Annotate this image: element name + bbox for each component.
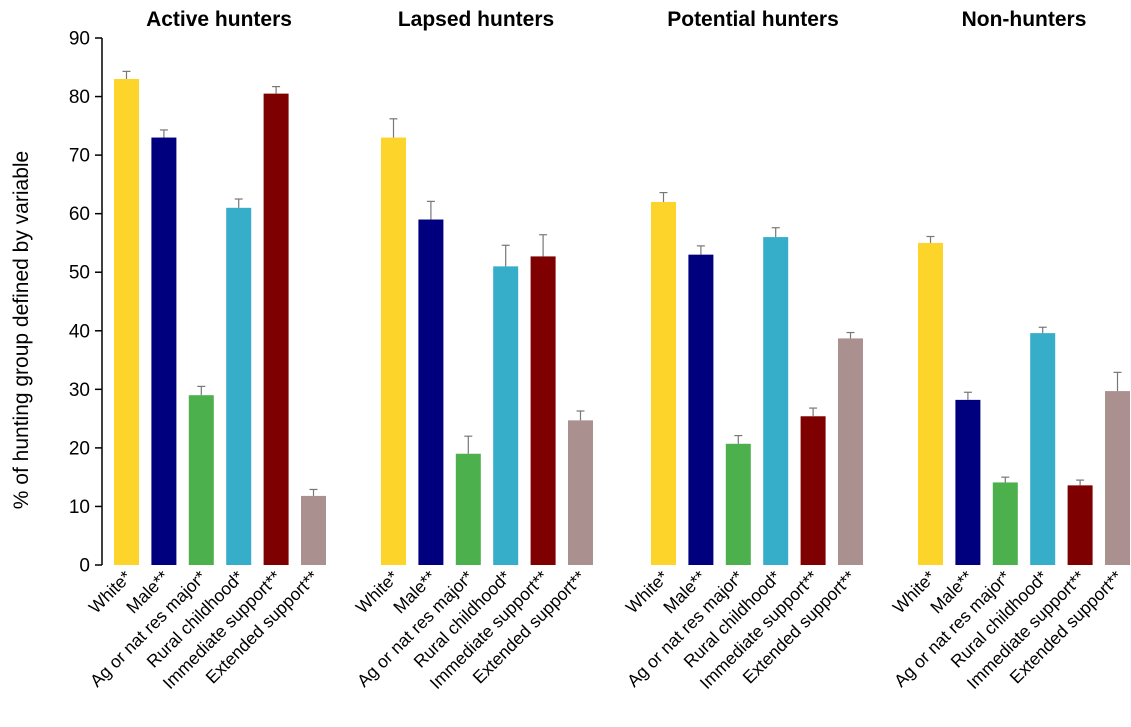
bar [763, 237, 789, 566]
bar [263, 93, 289, 565]
bar [381, 137, 406, 566]
bar [725, 443, 751, 565]
bar [1067, 485, 1093, 565]
bar [568, 420, 593, 565]
bar [188, 395, 214, 565]
bar [493, 266, 519, 565]
y-tick-label: 20 [69, 438, 90, 459]
bar [1030, 333, 1056, 565]
y-tick-label: 70 [69, 146, 90, 167]
bar [651, 201, 676, 565]
panel-title: Lapsed hunters [398, 8, 554, 31]
panel-title: Active hunters [146, 8, 292, 31]
bar [151, 137, 177, 566]
bar [1105, 391, 1130, 565]
bar [226, 207, 252, 566]
panel-title: Potential hunters [667, 8, 839, 31]
y-axis-title: % of hunting group defined by variable [10, 151, 33, 509]
bar [800, 416, 826, 565]
bar [114, 78, 139, 565]
y-tick-label: 30 [69, 380, 90, 401]
bar [955, 399, 981, 565]
y-axis: 0 10 20 30 40 50 60 70 80 90 [69, 29, 103, 577]
y-tick-label: 0 [79, 556, 90, 577]
bar [530, 256, 556, 565]
panel-title: Non-hunters [962, 8, 1087, 31]
bar [992, 482, 1018, 565]
bar [838, 338, 863, 565]
bar [688, 254, 714, 565]
y-tick-label: 90 [69, 29, 90, 50]
y-tick-label: 60 [69, 204, 90, 225]
bar [918, 242, 943, 565]
bar [418, 219, 444, 565]
y-tick-label: 50 [69, 263, 90, 284]
bar [455, 453, 481, 565]
bar [301, 495, 326, 565]
y-tick-label: 80 [69, 87, 90, 108]
y-tick-label: 40 [69, 321, 90, 342]
y-tick-label: 10 [69, 497, 90, 518]
